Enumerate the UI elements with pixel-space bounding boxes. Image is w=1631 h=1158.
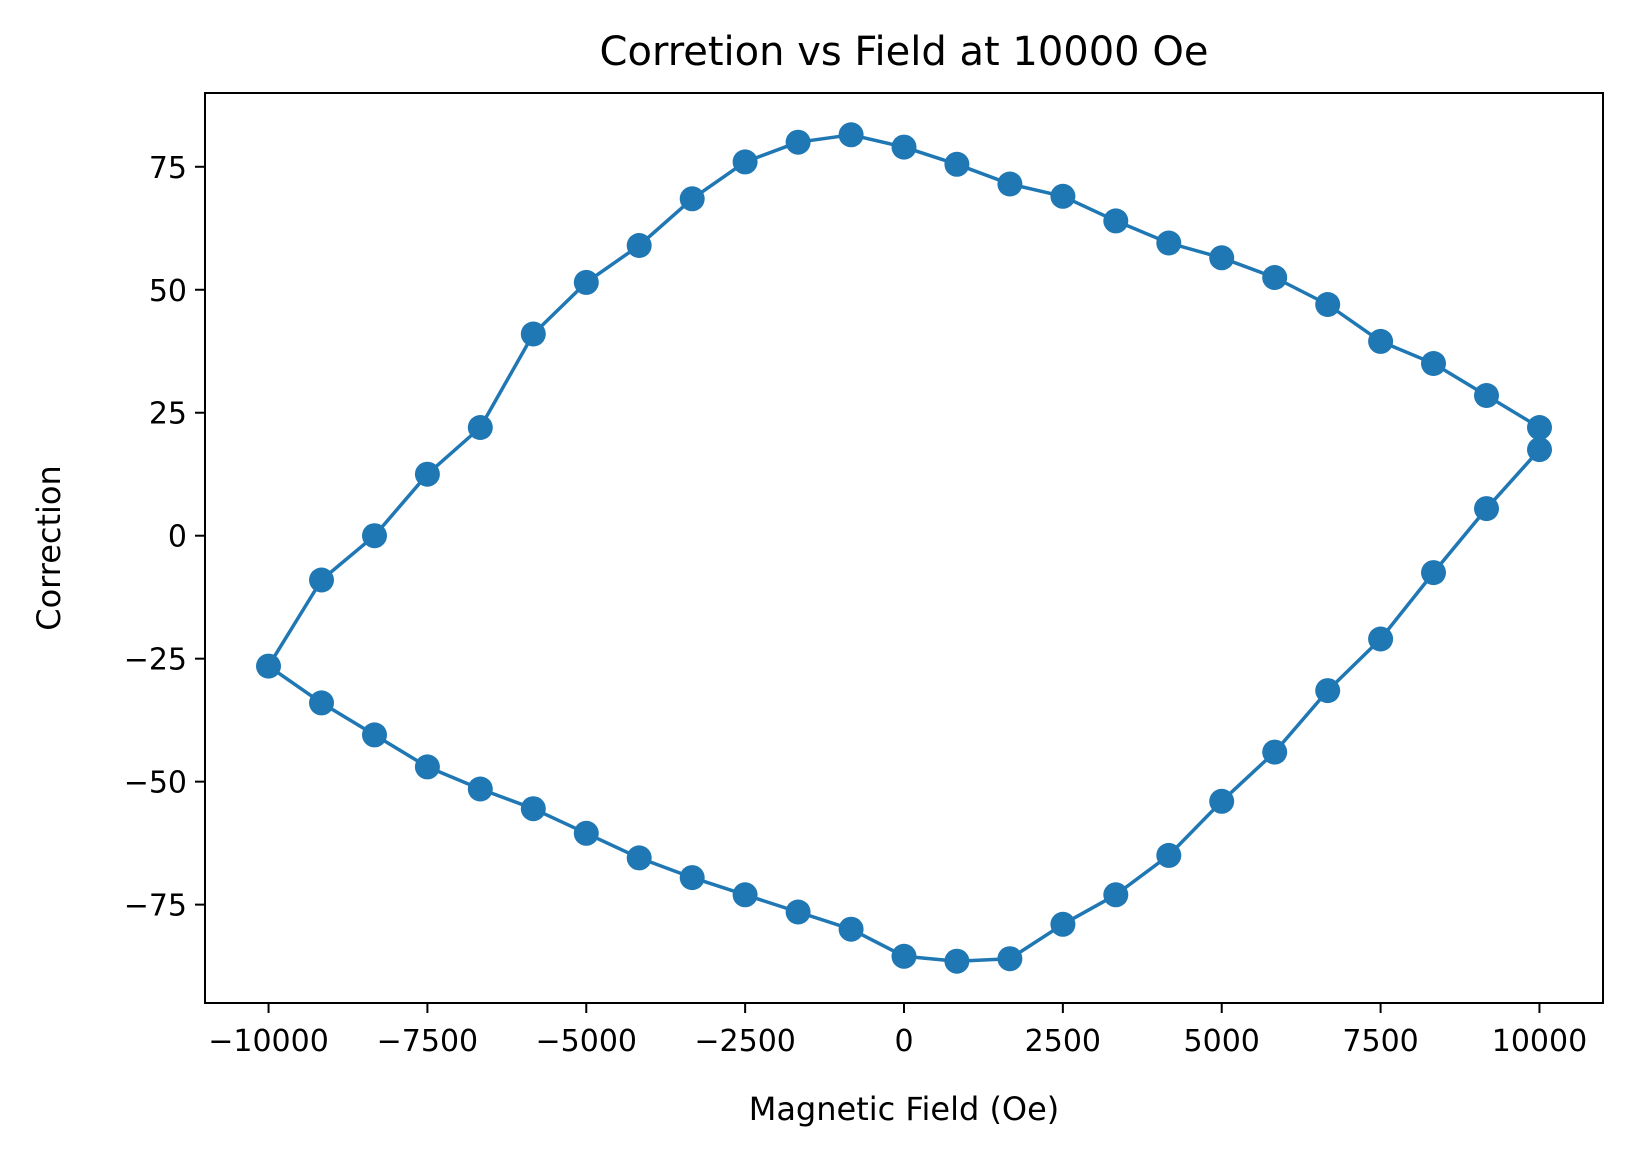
data-point [838,122,864,148]
data-point [1421,560,1446,586]
data-point [414,461,440,487]
y-tick-label: 0 [168,520,187,555]
x-tick-label: −7500 [377,1024,478,1059]
y-tick-label: 75 [149,151,187,186]
data-point [1209,245,1235,271]
data-point [626,845,652,871]
y-tick-label: 25 [149,397,187,432]
data-point [944,948,970,974]
data-point [1527,437,1552,463]
x-tick-label: 2500 [1025,1024,1101,1059]
data-point [679,865,705,891]
data-point [1315,292,1341,317]
data-point [997,171,1023,197]
data-point [732,882,758,908]
data-point [1050,911,1076,937]
data-point [1527,415,1552,440]
data-point [467,415,493,440]
y-axis: −75 −50 −25 0 25 50 75 [124,151,205,924]
x-tick-label: −10000 [208,1024,329,1059]
data-point [1262,739,1288,765]
x-tick-label: −5000 [536,1024,637,1059]
chart-title: Corretion vs Field at 10000 Oe [600,29,1209,75]
x-tick-label: 7500 [1342,1024,1418,1059]
data-point [362,722,387,748]
data-point [1368,626,1394,652]
y-tick-label: −75 [124,889,187,924]
data-point [573,820,599,846]
y-tick-label: −50 [124,766,187,801]
data-point [520,796,546,822]
data-point [1421,351,1446,376]
data-point [891,134,917,160]
data-point [1156,842,1182,868]
data-point [1368,328,1394,354]
data-point [256,653,281,679]
data-point [785,129,811,155]
x-tick-label: 5000 [1184,1024,1260,1059]
x-axis: −10000 −7500 −5000 −2500 0 2500 5000 7500 10000 [208,1003,1587,1059]
data-point [838,916,864,942]
data-point [1103,208,1129,234]
data-point [1209,788,1235,814]
data-point [944,151,970,177]
data-point [309,690,334,716]
y-tick-label: 50 [149,274,187,309]
data-point [362,523,387,549]
data-point [520,321,546,347]
data-point [1050,183,1076,209]
plot-area [256,122,1552,974]
x-axis-label: Magnetic Field (Oe) [749,1090,1060,1128]
data-point [414,754,440,780]
data-point [1262,265,1288,290]
data-point [891,943,917,969]
data-point [997,946,1023,972]
y-tick-label: −25 [124,643,187,678]
data-point [467,776,493,802]
data-point [1474,383,1499,408]
data-point [1156,230,1182,256]
data-point [1103,882,1129,908]
data-point [573,269,599,295]
data-point [732,149,758,175]
data-point [1315,678,1341,704]
y-axis-label: Correction [30,465,68,631]
data-point [1474,496,1499,522]
x-tick-label: 0 [894,1024,913,1059]
x-tick-label: −2500 [694,1024,795,1059]
data-point [309,567,334,593]
data-point [785,899,811,925]
x-tick-label: 10000 [1492,1024,1587,1059]
data-point [626,233,652,258]
data-point [679,186,705,212]
